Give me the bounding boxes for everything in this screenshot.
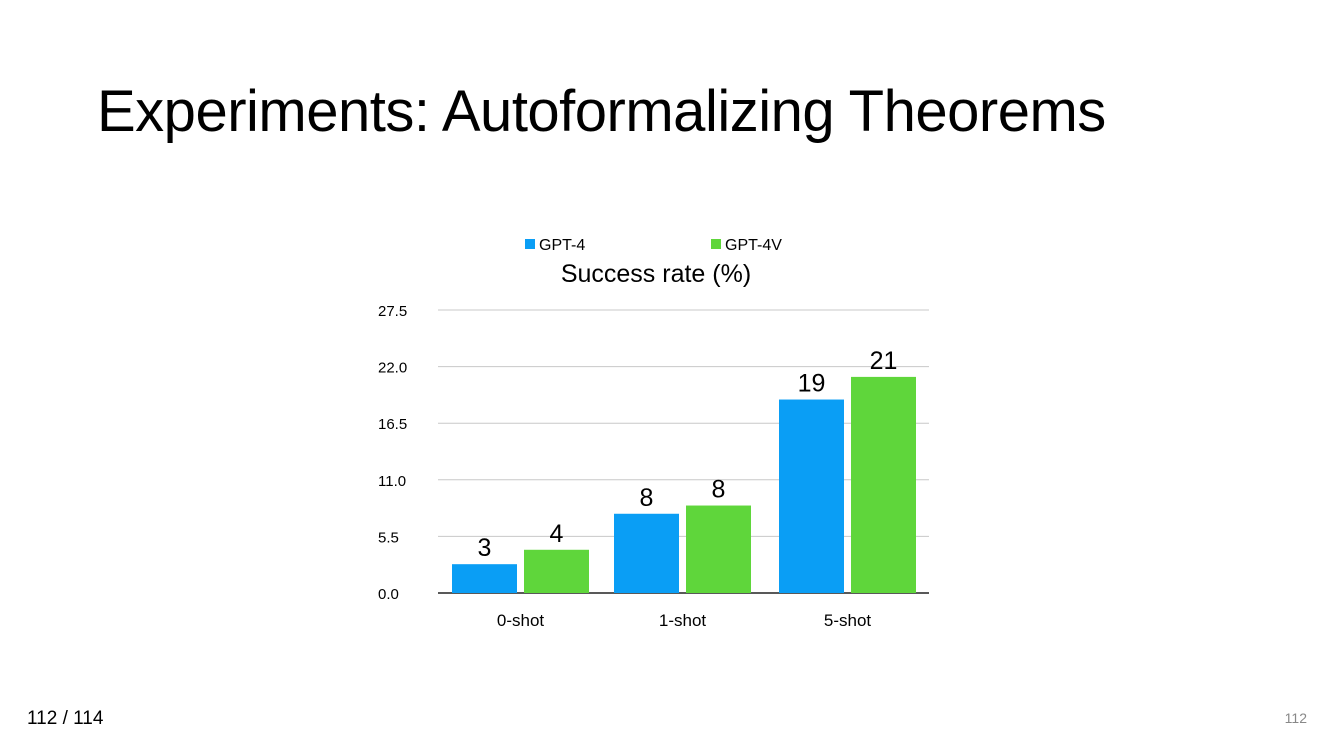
x-tick-label: 5-shot [824, 611, 872, 630]
chart-title: Success rate (%) [561, 260, 751, 288]
slide-title: Experiments: Autoformalizing Theorems [97, 79, 1106, 144]
data-label: 8 [640, 484, 654, 512]
page-number: 112 [1284, 710, 1307, 726]
bar-0-shot-GPT-4V [524, 549, 589, 593]
legend-label-1: GPT-4V [725, 237, 782, 254]
y-tick-label: 11.0 [378, 473, 406, 490]
x-tick-label: 1-shot [659, 611, 707, 630]
page-counter: 112 / 114 [27, 708, 104, 729]
bar-5-shot-GPT-4 [779, 399, 844, 593]
y-tick-label: 16.5 [378, 416, 407, 433]
legend-label-0: GPT-4 [539, 237, 585, 254]
y-tick-label: 0.0 [378, 586, 399, 603]
bar-1-shot-GPT-4 [614, 513, 679, 593]
chart-bars [452, 376, 916, 593]
data-label: 21 [870, 347, 898, 375]
bar-1-shot-GPT-4V [686, 505, 751, 593]
data-label: 19 [798, 370, 826, 398]
y-tick-label: 27.5 [378, 303, 407, 320]
x-tick-label: 0-shot [497, 611, 545, 630]
x-axis-ticks: 0-shot 1-shot 5-shot [497, 611, 872, 630]
chart-data-labels: 3 4 8 8 19 21 [478, 347, 898, 562]
data-label: 8 [712, 476, 726, 504]
bar-5-shot-GPT-4V [851, 376, 916, 593]
y-axis-ticks: 0.0 5.5 11.0 16.5 22.0 27.5 [378, 303, 407, 603]
bar-0-shot-GPT-4 [452, 564, 517, 593]
chart-legend: GPT-4 GPT-4V [525, 237, 782, 254]
legend-swatch-0 [525, 239, 535, 249]
chart-gridlines [438, 309, 929, 594]
data-label: 3 [478, 534, 492, 562]
y-tick-label: 22.0 [378, 360, 407, 377]
y-tick-label: 5.5 [378, 529, 399, 546]
legend-swatch-1 [711, 239, 721, 249]
data-label: 4 [550, 520, 564, 548]
